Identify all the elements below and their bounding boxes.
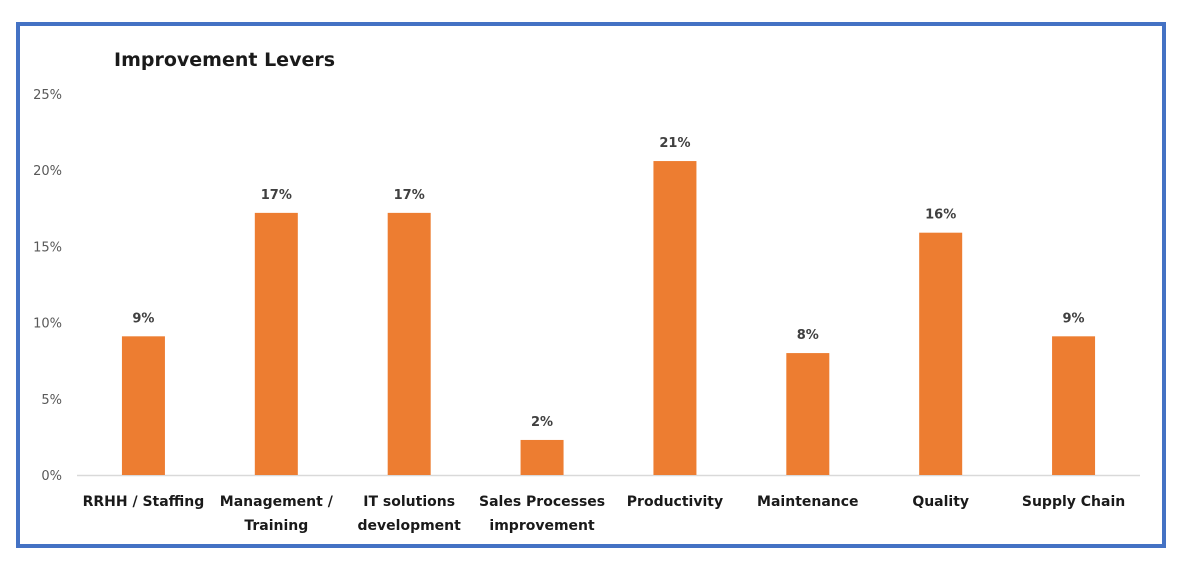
data-label: 8% bbox=[797, 328, 819, 343]
y-axis: 0% 5% 10% 15% 20% 25% bbox=[33, 88, 62, 484]
x-axis-labels: RRHH / Staffing Management / Training IT so… bbox=[83, 494, 1126, 534]
chart-frame bbox=[16, 22, 1166, 548]
data-label: 9% bbox=[1063, 311, 1085, 326]
bar bbox=[254, 212, 298, 475]
x-tick-label: improvement bbox=[489, 518, 595, 534]
x-tick-label: IT solutions bbox=[363, 494, 455, 510]
x-tick-label: Supply Chain bbox=[1022, 494, 1125, 510]
data-label: 17% bbox=[394, 188, 425, 203]
bar bbox=[121, 336, 165, 475]
bar bbox=[520, 439, 564, 475]
y-tick-label: 20% bbox=[33, 164, 62, 179]
bar bbox=[387, 212, 431, 475]
bar bbox=[786, 353, 830, 475]
data-label: 21% bbox=[659, 136, 690, 151]
x-tick-label: Training bbox=[244, 518, 308, 534]
bar bbox=[919, 232, 963, 475]
x-tick-label: Quality bbox=[912, 494, 969, 510]
data-label: 9% bbox=[132, 311, 154, 326]
data-labels: 9% 17% 17% 2% 21% 8% 16% 9% bbox=[132, 136, 1084, 430]
x-tick-label: Maintenance bbox=[757, 494, 859, 510]
x-tick-label: development bbox=[358, 518, 462, 534]
x-tick-label: Management / bbox=[220, 494, 334, 510]
data-label: 17% bbox=[261, 188, 292, 203]
chart-title: Improvement Levers bbox=[114, 49, 335, 71]
bars bbox=[121, 161, 1096, 475]
bar bbox=[653, 161, 697, 475]
y-tick-label: 15% bbox=[33, 240, 62, 255]
y-tick-label: 0% bbox=[41, 469, 62, 484]
data-label: 2% bbox=[531, 415, 553, 430]
y-tick-label: 25% bbox=[33, 88, 62, 103]
bar bbox=[1052, 336, 1096, 475]
x-tick-label: RRHH / Staffing bbox=[83, 494, 205, 510]
y-tick-label: 10% bbox=[33, 317, 62, 332]
y-tick-label: 5% bbox=[41, 393, 62, 408]
x-tick-label: Sales Processes bbox=[479, 494, 605, 510]
data-label: 16% bbox=[925, 208, 956, 223]
x-tick-label: Productivity bbox=[627, 494, 723, 510]
